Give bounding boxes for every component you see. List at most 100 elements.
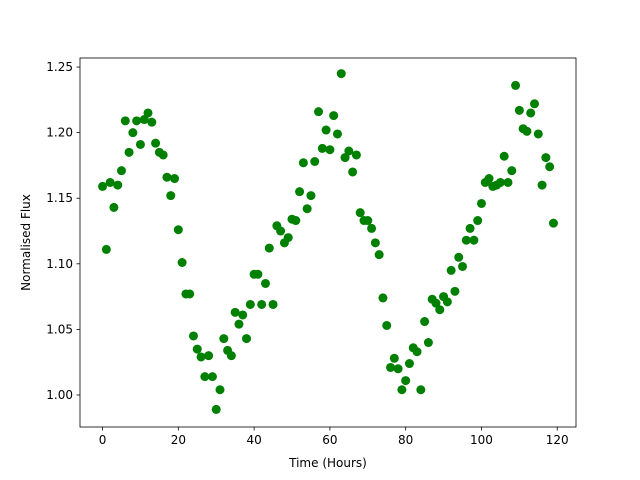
point [306,191,316,201]
point [511,80,521,90]
point [450,286,460,296]
point [226,351,236,361]
point [113,180,123,190]
point [484,174,494,184]
y-tick-label: 1.20 [46,126,73,140]
point [412,347,422,357]
point [548,218,558,228]
point [185,289,195,299]
point [522,126,532,136]
point [533,129,543,139]
point [344,146,354,156]
point [332,129,342,139]
point [397,385,407,395]
point [389,353,399,363]
point [458,261,468,271]
point [173,225,183,235]
point [162,172,172,182]
point [268,299,278,309]
point [541,153,551,163]
y-tick-label: 1.00 [46,388,73,402]
point [207,372,217,382]
point [116,166,126,176]
point [295,187,305,197]
x-tick-label: 40 [246,433,261,447]
point [401,376,411,386]
point [170,174,180,184]
point [454,252,464,262]
point [465,223,475,233]
x-tick-label: 20 [171,433,186,447]
point [514,105,524,115]
point [204,351,214,361]
point [420,317,430,327]
point [325,145,335,155]
point [340,153,350,163]
point [374,250,384,260]
point [382,320,392,330]
point [298,158,308,168]
point [461,235,471,245]
point [351,150,361,160]
point [476,198,486,208]
point [242,334,252,344]
point [317,143,327,153]
point [230,307,240,317]
x-tick-label: 120 [546,433,569,447]
point [132,116,142,126]
point [257,299,267,309]
x-tick-label: 0 [99,433,107,447]
point [473,216,483,226]
point [431,298,441,308]
point [98,181,108,191]
point [507,166,517,176]
point [135,139,145,149]
point [283,233,293,243]
point [215,385,225,395]
point [188,331,198,341]
y-tick-label: 1.05 [46,322,73,336]
point [151,138,161,148]
point [348,167,358,177]
point [530,99,540,109]
y-tick-label: 1.15 [46,191,73,205]
point [166,191,176,201]
point [526,108,536,118]
point [416,385,426,395]
point [260,278,270,288]
point [355,208,365,218]
point [314,107,324,117]
point [393,364,403,374]
point [545,162,555,172]
point [302,204,312,214]
point [139,115,149,125]
point [147,117,157,127]
point [291,216,301,226]
point [124,147,134,157]
point [143,108,153,118]
point [499,151,509,161]
point [192,344,202,354]
x-tick-label: 80 [398,433,413,447]
point [120,116,130,126]
point [363,216,373,226]
point [446,265,456,275]
point [109,202,119,212]
point [211,404,221,414]
point [310,156,320,166]
point [469,235,479,245]
point [423,338,433,348]
point [404,359,414,369]
point [158,150,168,160]
y-tick-label: 1.10 [46,257,73,271]
point [128,128,138,138]
point [378,293,388,303]
point [537,180,547,190]
point [200,372,210,382]
point [219,334,229,344]
point [370,238,380,248]
point [177,258,187,268]
y-axis-label: Normalised Flux [19,194,33,291]
point [234,319,244,329]
